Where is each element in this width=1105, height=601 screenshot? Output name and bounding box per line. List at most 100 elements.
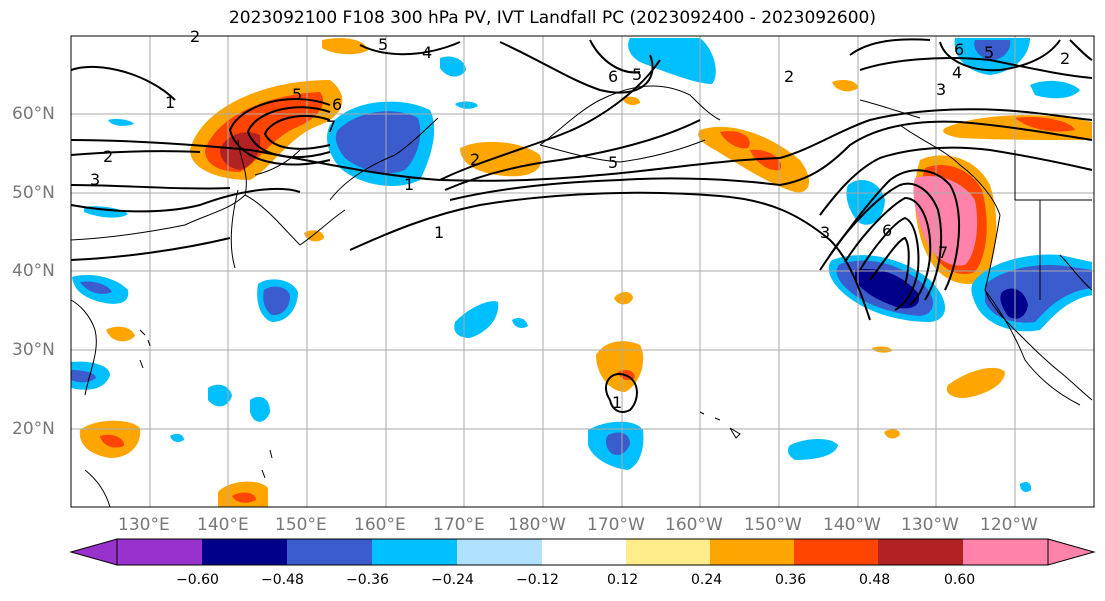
- lon-label: 130°W: [901, 515, 959, 535]
- colorbar-segment: [202, 539, 287, 565]
- shade-positive: [106, 326, 135, 342]
- shade-negative: [263, 286, 290, 316]
- contour-label: 5: [984, 43, 994, 62]
- contour-label: 3: [90, 170, 100, 189]
- colorbar-tick-label: 0.12: [607, 572, 639, 588]
- lon-label: 160°W: [665, 515, 723, 535]
- contour-label: 1: [612, 393, 622, 412]
- shade-negative: [208, 384, 232, 407]
- colorbar-segment: [117, 539, 202, 565]
- shade-positive: [750, 149, 781, 171]
- shade-negative: [512, 318, 528, 328]
- colorbar-tick-label: −0.60: [176, 572, 219, 588]
- shade-negative: [440, 56, 466, 77]
- colorbar-high-extend: [1047, 538, 1096, 566]
- lat-label: 40°N: [12, 261, 55, 281]
- contour-label: 6: [882, 221, 892, 240]
- colorbar-low-extend: [69, 538, 118, 566]
- shade-positive: [614, 292, 633, 305]
- colorbar-tick-label: 0.60: [944, 572, 976, 588]
- pv-shading: [71, 38, 1092, 507]
- lon-label: 150°W: [744, 515, 802, 535]
- contour-label: 5: [632, 65, 642, 84]
- contour-label: 7: [326, 117, 336, 136]
- shade-negative: [787, 438, 838, 460]
- shade-negative: [250, 396, 270, 422]
- colorbar-segment: [878, 539, 963, 565]
- shade-negative: [170, 433, 184, 443]
- contour-label: 2: [470, 150, 480, 169]
- colorbar-segment: [457, 539, 542, 565]
- shade-negative: [605, 432, 630, 456]
- contour-label: 5: [378, 35, 388, 54]
- contour-label: 6: [954, 40, 964, 59]
- shade-negative: [455, 101, 478, 109]
- contour-label: 4: [952, 63, 962, 82]
- lat-label: 20°N: [12, 419, 55, 439]
- shade-negative: [1020, 482, 1032, 492]
- colorbar-tick-label: 0.36: [775, 572, 807, 588]
- shade-negative: [1000, 288, 1028, 319]
- contours: [70, 38, 1093, 413]
- contour-label: 1: [434, 223, 444, 242]
- shade-negative: [71, 370, 96, 383]
- shade-positive: [322, 38, 368, 55]
- shade-positive: [946, 367, 1005, 398]
- lon-label: 140°W: [823, 515, 881, 535]
- lon-label: 170°E: [433, 515, 485, 535]
- shade-negative: [108, 119, 134, 126]
- colorbar-tick-label: 0.24: [691, 572, 723, 588]
- shade-positive: [1015, 117, 1075, 132]
- lat-label: 50°N: [12, 183, 55, 203]
- contour-label: 2: [103, 147, 113, 166]
- colorbar-segment: [542, 539, 626, 565]
- colorbar-segment: [287, 539, 372, 565]
- colorbar-frame: [116, 538, 1049, 566]
- colorbar-tick-label: 0.48: [859, 572, 891, 588]
- colorbar-segment: [794, 539, 878, 565]
- lon-label: 170°W: [587, 515, 645, 535]
- shade-positive: [622, 96, 640, 106]
- shade-positive: [832, 80, 858, 92]
- contour-label: 4: [422, 43, 432, 62]
- shade-negative: [846, 180, 885, 225]
- colorbar-segment: [626, 539, 710, 565]
- contour-label: 6: [332, 95, 342, 114]
- lon-label: 180°W: [508, 515, 566, 535]
- colorbar-tick-label: −0.48: [261, 572, 304, 588]
- contour-label: 2: [784, 67, 794, 86]
- lon-label: 140°E: [197, 515, 249, 535]
- shade-positive: [460, 141, 541, 177]
- shade-negative: [454, 301, 499, 338]
- contour-label: 6: [608, 67, 618, 86]
- contour-label: 3: [936, 80, 946, 99]
- shade-negative: [80, 281, 112, 294]
- shade-negative: [628, 38, 716, 84]
- shade-positive: [100, 434, 125, 448]
- map-title: 2023092100 F108 300 hPa PV, IVT Landfall…: [228, 8, 876, 28]
- shade-negative: [1030, 80, 1080, 99]
- lat-label: 30°N: [12, 340, 55, 360]
- shade-negative: [335, 111, 421, 174]
- shade-negative: [974, 40, 1011, 61]
- lon-label: 160°E: [354, 515, 406, 535]
- colorbar-tick-label: −0.12: [516, 572, 559, 588]
- contour-label: 1: [165, 93, 175, 112]
- contour-label: 3: [820, 223, 830, 242]
- lat-label: 60°N: [12, 104, 55, 124]
- contour-label: 5: [608, 153, 618, 172]
- shade-positive: [232, 492, 256, 503]
- lon-label: 150°E: [275, 515, 327, 535]
- colorbar-tick-label: −0.24: [431, 572, 474, 588]
- colorbar-segment: [710, 539, 794, 565]
- lon-label: 130°E: [118, 515, 170, 535]
- contour-label: 5: [292, 85, 302, 104]
- map-frame: [70, 35, 1095, 508]
- contour-label: 2: [1060, 49, 1070, 68]
- shade-positive: [884, 429, 900, 439]
- colorbar-segment: [372, 539, 457, 565]
- contour-label: 7: [938, 243, 948, 262]
- contour-label: 1: [404, 175, 414, 194]
- colorbar: [69, 538, 1096, 566]
